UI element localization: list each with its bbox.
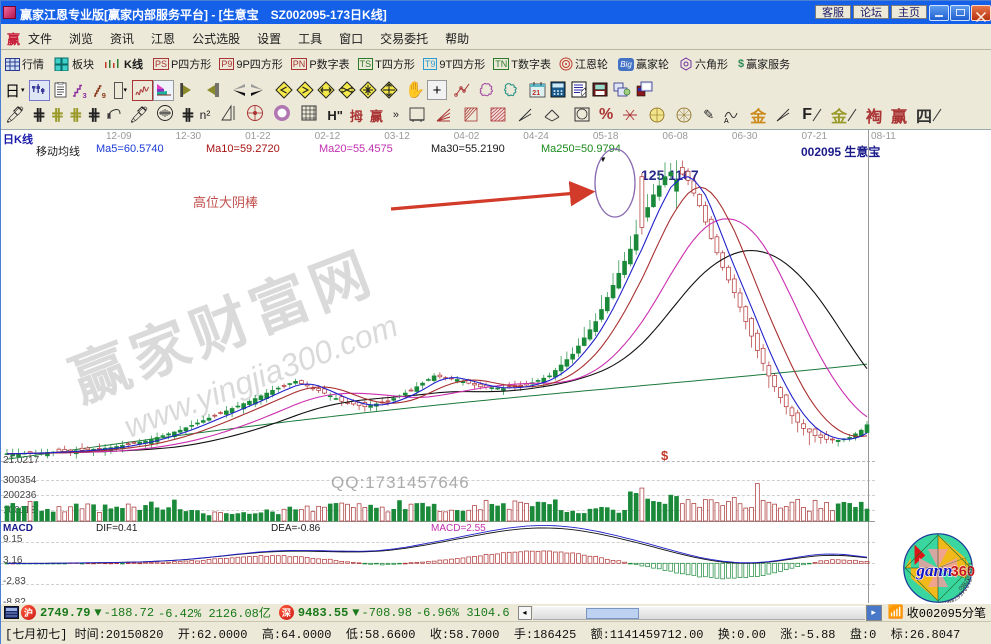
svg-text:3: 3: [83, 91, 87, 99]
svg-text:21: 21: [532, 90, 540, 97]
svg-text:A: A: [724, 118, 729, 123]
svg-text:gann: gann: [915, 561, 952, 580]
svg-text:9: 9: [102, 91, 106, 99]
